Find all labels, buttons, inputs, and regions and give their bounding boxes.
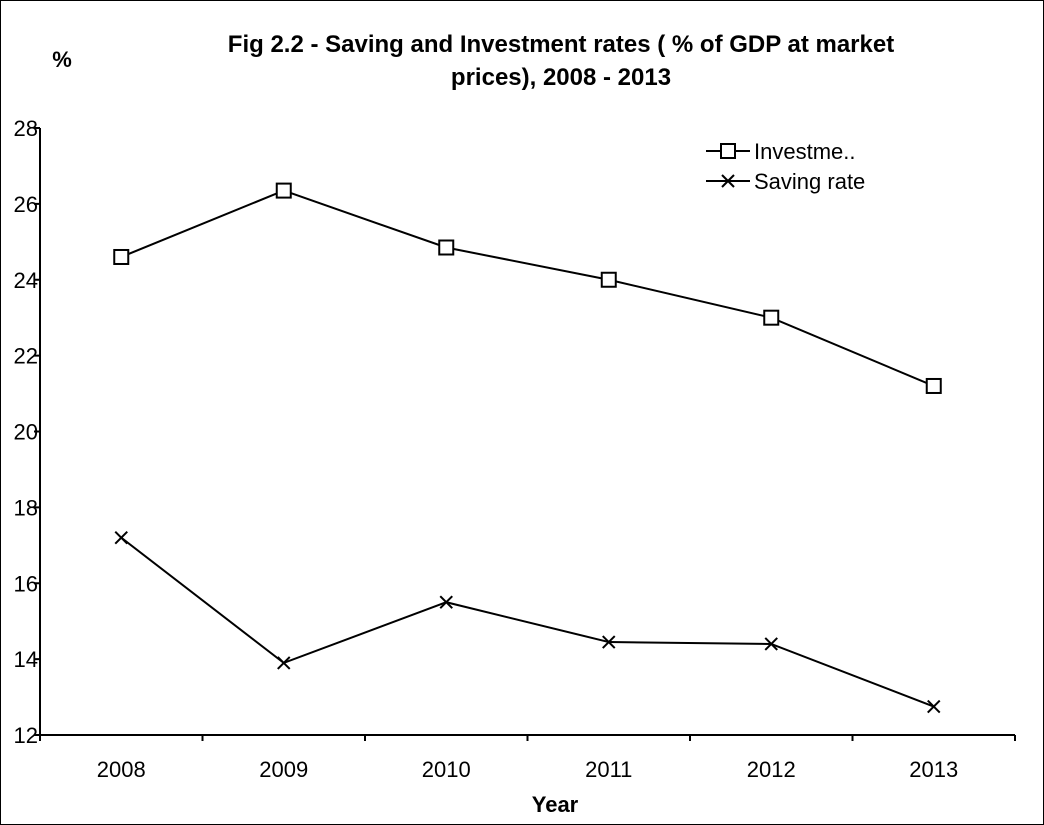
chart-title-line-1: Fig 2.2 - Saving and Investment rates ( … — [228, 31, 894, 58]
data-point — [113, 248, 130, 265]
x-tick-label: 2011 — [585, 757, 632, 782]
y-axis-label: % — [52, 47, 72, 72]
legend-entry: Investme.. — [706, 139, 855, 164]
x-tick-label: 2008 — [97, 757, 146, 782]
y-tick-label: 28 — [14, 116, 38, 141]
legend-entry: Saving rate — [706, 169, 865, 194]
data-point — [438, 239, 455, 256]
data-point — [600, 271, 617, 288]
data-point — [764, 637, 778, 651]
legend-marker — [721, 174, 735, 188]
chart-title-line-2: prices), 2008 - 2013 — [451, 64, 671, 91]
x-axis-ticks: 2008 2009 2010 2011 2012 2013 — [39, 735, 1016, 782]
x-tick-label: 2012 — [747, 757, 796, 782]
y-tick-label: 24 — [14, 268, 38, 293]
data-point — [763, 309, 780, 326]
data-point — [277, 656, 291, 670]
data-point — [114, 531, 128, 545]
marker-stroke — [114, 531, 128, 545]
y-tick-label: 22 — [14, 344, 38, 369]
y-tick-label: 16 — [14, 571, 38, 596]
y-tick-label: 14 — [14, 647, 38, 672]
marker-stroke — [764, 637, 778, 651]
data-point — [927, 699, 941, 714]
series-line — [120, 536, 935, 708]
series-1 — [113, 182, 942, 394]
marker-stroke — [439, 595, 453, 609]
y-tick-label: 12 — [14, 723, 38, 748]
legend-marker — [720, 143, 736, 159]
marker-stroke — [277, 656, 291, 670]
y-tick-label: 18 — [14, 495, 38, 520]
legend-label: Investme.. — [754, 139, 855, 164]
data-point — [275, 182, 292, 199]
series-2 — [114, 531, 941, 714]
axes — [39, 128, 1015, 736]
marker-stroke — [927, 699, 941, 714]
x-tick-label: 2009 — [259, 757, 308, 782]
series-layer — [113, 182, 942, 714]
data-point — [439, 595, 453, 609]
data-point — [602, 635, 616, 649]
marker-stroke — [721, 174, 735, 188]
x-tick-label: 2013 — [909, 757, 958, 782]
series-line — [120, 189, 935, 387]
legend: Investme.. Saving rate — [706, 139, 865, 194]
y-tick-label: 20 — [14, 420, 38, 445]
x-axis-label: Year — [532, 792, 579, 817]
legend-label: Saving rate — [754, 169, 865, 194]
y-tick-label: 26 — [14, 192, 38, 217]
marker-stroke — [602, 635, 616, 649]
x-tick-label: 2010 — [422, 757, 471, 782]
y-axis-ticks: 12 14 16 18 20 22 24 26 28 — [14, 116, 40, 748]
data-point — [925, 377, 942, 394]
